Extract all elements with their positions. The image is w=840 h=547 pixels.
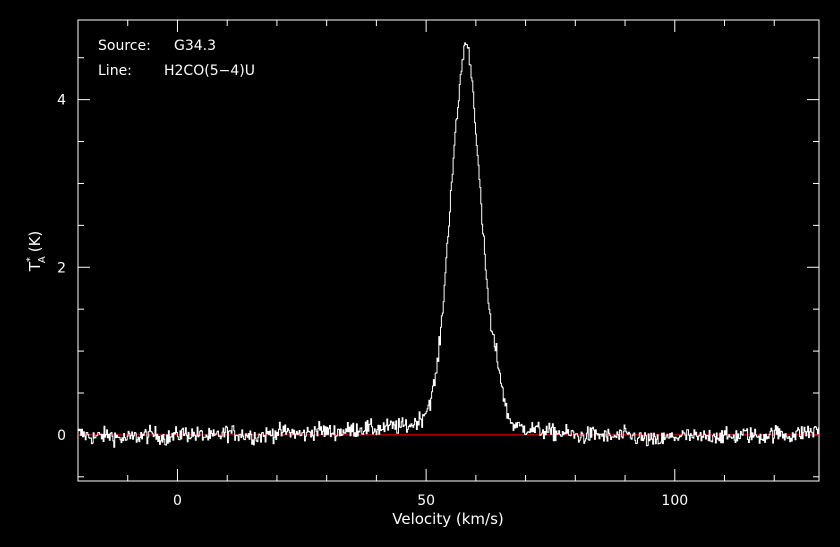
x-tick-label: 50 bbox=[417, 493, 435, 509]
y-axis-label-unit: (K) bbox=[26, 231, 44, 253]
line-key-label: Line: bbox=[98, 63, 132, 79]
line-value-label: H2CO(5−4)U bbox=[164, 63, 255, 79]
y-tick-label: 2 bbox=[57, 260, 66, 276]
y-axis-label: T*A (K) bbox=[25, 231, 48, 273]
x-tick-label: 0 bbox=[173, 493, 182, 509]
spectrum-line bbox=[78, 42, 819, 448]
source-key-label: Source: bbox=[98, 38, 151, 54]
y-tick-label: 0 bbox=[57, 428, 66, 444]
y-axis-label-sub: A bbox=[37, 256, 48, 263]
svg-text:T*A(K): T*A (K) bbox=[25, 231, 48, 273]
axes-frame bbox=[77, 19, 820, 482]
ticks bbox=[77, 20, 819, 481]
x-axis-label: Velocity (km/s) bbox=[392, 510, 503, 528]
y-axis-label-base: T bbox=[26, 261, 44, 272]
y-tick-label: 4 bbox=[57, 93, 66, 109]
y-axis-label-sup: * bbox=[25, 257, 36, 262]
tick-labels: 0 50 100 0 2 4 bbox=[57, 93, 688, 509]
plot-frame bbox=[77, 19, 820, 482]
plot-area bbox=[78, 42, 819, 448]
x-tick-label: 100 bbox=[661, 493, 688, 509]
source-value-label: G34.3 bbox=[174, 38, 216, 54]
